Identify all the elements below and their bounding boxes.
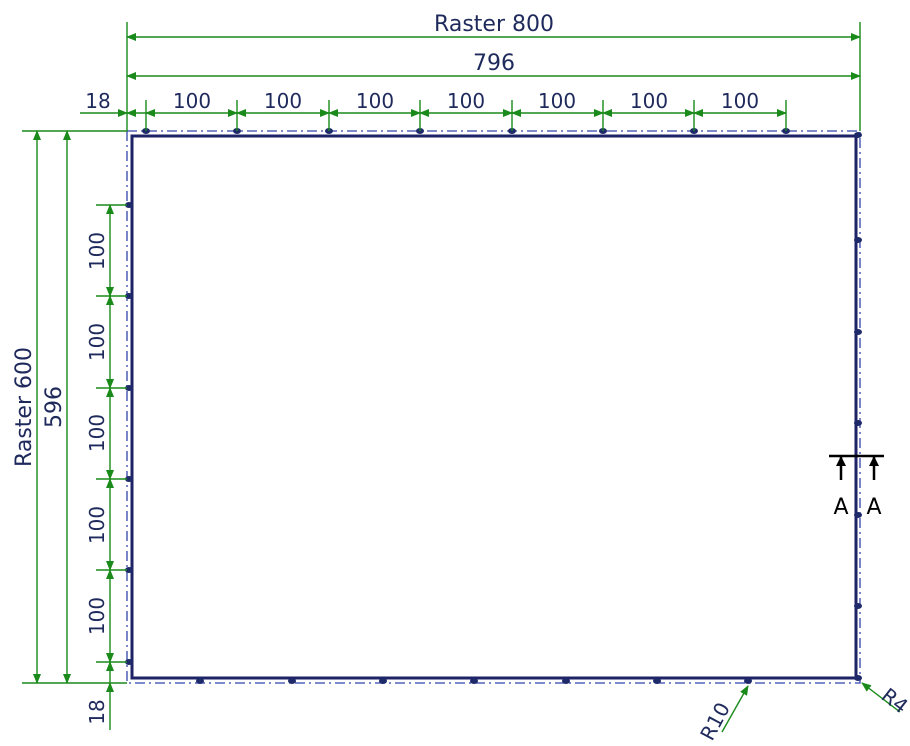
dim-796-label: 796 (473, 51, 515, 76)
mounting-hole (854, 603, 862, 609)
mounting-hole (854, 329, 862, 335)
dim-596-label: 596 (42, 386, 67, 428)
mounting-hole (744, 678, 752, 684)
mounting-hole (470, 678, 478, 684)
mounting-holes (125, 128, 862, 684)
dim-18-left-label: 18 (85, 699, 109, 724)
dim-spacing-label: 100 (630, 89, 668, 113)
r10-label: R10 (695, 698, 735, 744)
section-label-left: A (833, 495, 848, 520)
mounting-hole (125, 293, 133, 299)
mounting-hole (854, 132, 862, 138)
mounting-hole (562, 678, 570, 684)
section-marker-a-a: A A (829, 454, 884, 520)
radius-annotations: R10 R4 (695, 682, 910, 744)
outer-dashed-frame (126, 130, 861, 684)
mounting-hole (125, 659, 133, 665)
dim-18-top-label: 18 (85, 89, 110, 113)
dim-spacing-label: 100 (447, 89, 485, 113)
mounting-hole (854, 237, 862, 243)
mounting-hole (854, 512, 862, 518)
r10-leader (721, 685, 749, 733)
dim-spacing-vlabel: 100 (85, 414, 109, 452)
extension-lines (22, 22, 861, 684)
dim-spacing-label: 100 (356, 89, 394, 113)
mounting-hole (379, 678, 387, 684)
mounting-hole (125, 202, 133, 208)
section-label-right: A (866, 495, 881, 520)
mounting-hole (125, 476, 133, 482)
dim-spacing-vlabel: 100 (85, 323, 109, 361)
mounting-hole (125, 385, 133, 391)
section-arrowhead-left (836, 456, 846, 466)
mounting-hole (125, 567, 133, 573)
dim-spacing-vlabel: 100 (85, 597, 109, 635)
mounting-hole (288, 678, 296, 684)
mounting-hole (854, 420, 862, 426)
dim-spacing-vlabel: 100 (85, 506, 109, 544)
dimensions-left: Raster 600 596 100 100 100 100 100 18 (12, 130, 114, 730)
panel-frame (130, 134, 858, 680)
r4-label: R4 (877, 683, 910, 718)
dim-spacing-label: 100 (538, 89, 576, 113)
dim-raster-800-label: Raster 800 (434, 12, 554, 37)
dim-spacing-label: 100 (173, 89, 211, 113)
r4-leader (861, 682, 901, 713)
mounting-hole (854, 675, 862, 681)
dimensions-top: Raster 800 796 18 100 100 100 100 100 10… (80, 12, 861, 117)
dim-raster-600-label: Raster 600 (12, 347, 37, 467)
dim-spacing-vlabel: 100 (85, 232, 109, 270)
section-arrowhead-right (869, 456, 879, 466)
dim-spacing-label: 100 (721, 89, 759, 113)
mounting-hole (196, 678, 204, 684)
dim-spacing-label: 100 (264, 89, 302, 113)
panel-outline (126, 130, 861, 684)
mounting-hole (653, 678, 661, 684)
